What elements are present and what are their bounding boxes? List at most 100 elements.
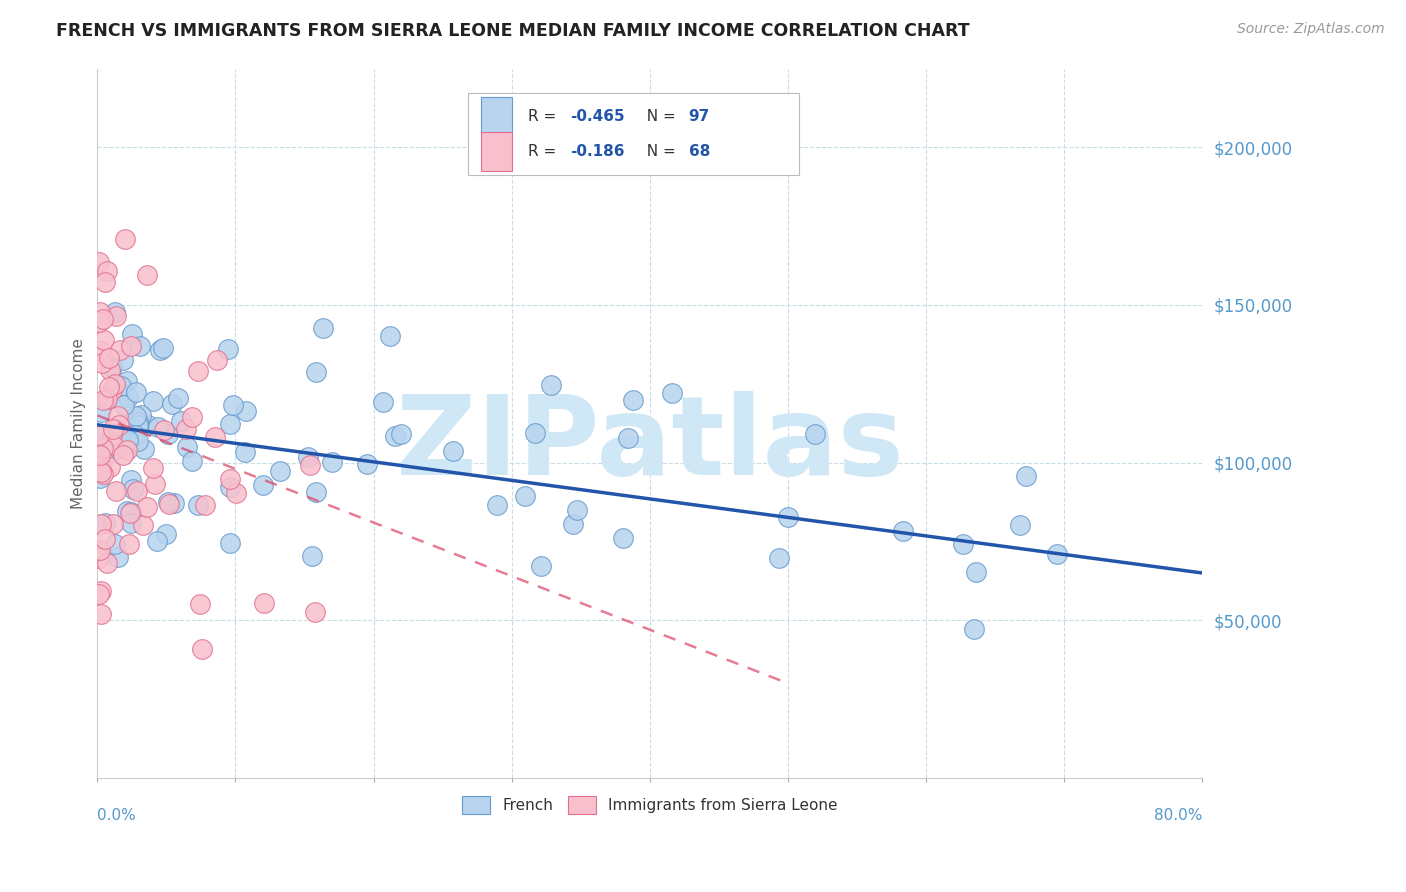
Point [157, 497, 180, 511]
Point [120, 473, 142, 487]
Point [104, 377, 127, 392]
Point [115, 442, 138, 457]
Point [94, 532, 117, 546]
Point [524, 425, 547, 440]
Point [321, 455, 343, 469]
Point [187, 498, 209, 512]
Point [94, 275, 117, 289]
Point [105, 484, 128, 499]
Text: -0.186: -0.186 [571, 144, 624, 159]
Point [176, 440, 198, 454]
Point [104, 305, 127, 319]
Point [160, 397, 183, 411]
Point [384, 429, 406, 443]
Point [96, 556, 118, 570]
Point [90, 607, 112, 622]
Point [513, 489, 536, 503]
Point [441, 443, 464, 458]
Point [219, 472, 242, 486]
Point [194, 499, 217, 513]
Point [115, 374, 138, 388]
Point [170, 414, 193, 428]
Point [380, 328, 402, 343]
Text: R =: R = [529, 109, 561, 124]
Point [269, 464, 291, 478]
Point [145, 477, 167, 491]
Point [891, 524, 914, 538]
Point [305, 366, 328, 380]
Point [163, 496, 186, 510]
Point [93, 393, 115, 408]
Point [104, 537, 127, 551]
Point [135, 500, 157, 514]
Point [136, 417, 159, 432]
Point [617, 431, 640, 445]
Point [104, 309, 127, 323]
Point [112, 438, 135, 452]
Point [89, 448, 111, 462]
Point [301, 549, 323, 563]
Point [120, 506, 142, 520]
Point [108, 343, 131, 357]
Point [218, 480, 240, 494]
Point [91, 452, 114, 467]
Point [121, 326, 143, 341]
Point [191, 642, 214, 657]
Point [356, 457, 378, 471]
Point [90, 583, 112, 598]
Point [562, 517, 585, 532]
Point [127, 484, 149, 499]
Point [1008, 518, 1031, 533]
Point [93, 334, 115, 348]
Point [142, 461, 165, 475]
Point [187, 364, 209, 378]
Point [107, 409, 129, 424]
Point [108, 418, 131, 433]
Point [312, 320, 335, 334]
Point [952, 537, 974, 551]
Point [100, 435, 122, 450]
Point [120, 516, 142, 530]
Point [304, 605, 326, 619]
Point [219, 417, 242, 431]
Point [87, 315, 110, 329]
Point [127, 417, 149, 432]
Point [134, 442, 156, 456]
Point [157, 427, 180, 442]
Point [155, 526, 177, 541]
Point [661, 386, 683, 401]
Point [188, 598, 211, 612]
Point [87, 427, 110, 442]
Point [87, 255, 110, 269]
Point [90, 405, 112, 419]
Point [110, 379, 132, 393]
Bar [481, 132, 512, 171]
Point [129, 338, 152, 352]
Point [101, 360, 124, 375]
Point [89, 305, 111, 319]
Point [540, 378, 562, 392]
Point [124, 409, 146, 423]
Legend: French, Immigrants from Sierra Leone: French, Immigrants from Sierra Leone [456, 790, 844, 820]
Point [136, 268, 159, 283]
Point [98, 436, 121, 450]
Point [101, 516, 124, 531]
Point [152, 341, 174, 355]
Y-axis label: Median Family Income: Median Family Income [72, 338, 86, 508]
Point [122, 482, 145, 496]
Point [297, 450, 319, 465]
Point [145, 533, 167, 548]
Point [621, 393, 644, 408]
Text: 68: 68 [689, 144, 710, 159]
Point [124, 428, 146, 442]
Point [118, 537, 141, 551]
Point [965, 566, 987, 580]
Point [117, 433, 139, 447]
Text: FRENCH VS IMMIGRANTS FROM SIERRA LEONE MEDIAN FAMILY INCOME CORRELATION CHART: FRENCH VS IMMIGRANTS FROM SIERRA LEONE M… [56, 22, 970, 40]
Point [96, 264, 118, 278]
Point [87, 551, 110, 566]
Point [111, 448, 134, 462]
FancyBboxPatch shape [468, 94, 799, 175]
Point [127, 434, 149, 449]
Point [127, 415, 149, 429]
